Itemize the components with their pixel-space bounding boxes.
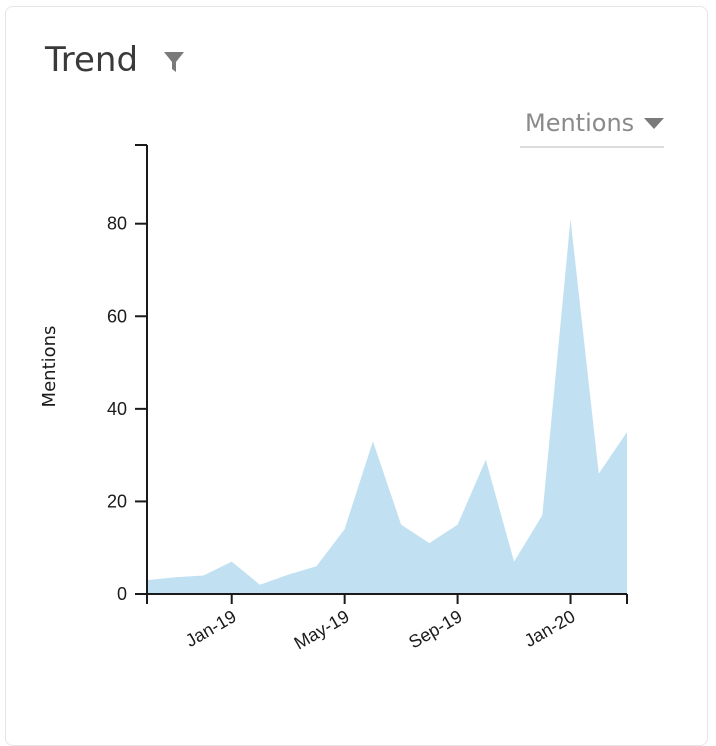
y-tick-label-0: 0 xyxy=(117,584,127,604)
metric-dropdown-value: Mentions xyxy=(525,109,635,137)
metric-dropdown[interactable]: Mentions xyxy=(520,104,664,148)
y-tick-label-40: 40 xyxy=(107,399,127,419)
caret-down-icon xyxy=(644,118,664,129)
y-tick-label-80: 80 xyxy=(107,214,127,234)
area-series-0 xyxy=(147,219,627,594)
card-title: Trend xyxy=(45,40,139,80)
y-tick-label-20: 20 xyxy=(107,491,127,511)
y-axis-title: Mentions xyxy=(39,326,60,408)
trend-card xyxy=(5,6,708,746)
x-tick-label-Sep-19: Sep-19 xyxy=(405,606,465,652)
x-tick-label-Jan-20: Jan-20 xyxy=(521,606,579,651)
x-tick-label-Jan-19: Jan-19 xyxy=(182,606,240,651)
y-tick-label-60: 60 xyxy=(107,306,127,326)
x-tick-label-May-19: May-19 xyxy=(291,606,353,653)
filter-icon[interactable] xyxy=(160,48,188,76)
